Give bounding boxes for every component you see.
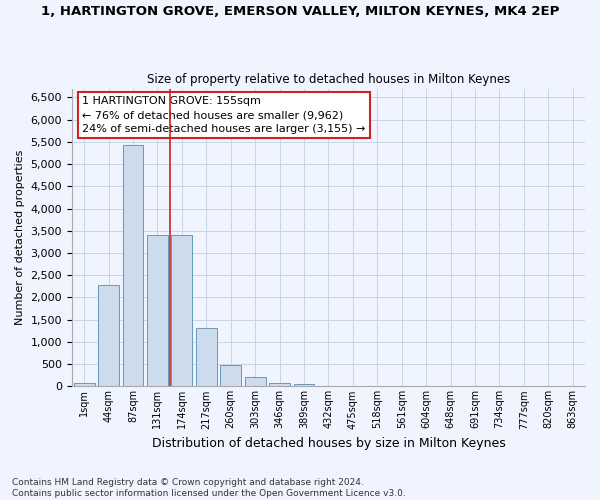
Bar xyxy=(196,328,217,386)
Bar xyxy=(147,235,168,386)
Bar xyxy=(98,285,119,386)
X-axis label: Distribution of detached houses by size in Milton Keynes: Distribution of detached houses by size … xyxy=(152,437,505,450)
Text: 1 HARTINGTON GROVE: 155sqm
← 76% of detached houses are smaller (9,962)
24% of s: 1 HARTINGTON GROVE: 155sqm ← 76% of deta… xyxy=(82,96,365,134)
Bar xyxy=(122,146,143,386)
Title: Size of property relative to detached houses in Milton Keynes: Size of property relative to detached ho… xyxy=(147,73,510,86)
Y-axis label: Number of detached properties: Number of detached properties xyxy=(15,150,25,325)
Text: 1, HARTINGTON GROVE, EMERSON VALLEY, MILTON KEYNES, MK4 2EP: 1, HARTINGTON GROVE, EMERSON VALLEY, MIL… xyxy=(41,5,559,18)
Bar xyxy=(245,378,266,386)
Text: Contains HM Land Registry data © Crown copyright and database right 2024.
Contai: Contains HM Land Registry data © Crown c… xyxy=(12,478,406,498)
Bar xyxy=(172,235,192,386)
Bar xyxy=(220,365,241,386)
Bar xyxy=(269,382,290,386)
Bar xyxy=(293,384,314,386)
Bar xyxy=(74,384,95,386)
